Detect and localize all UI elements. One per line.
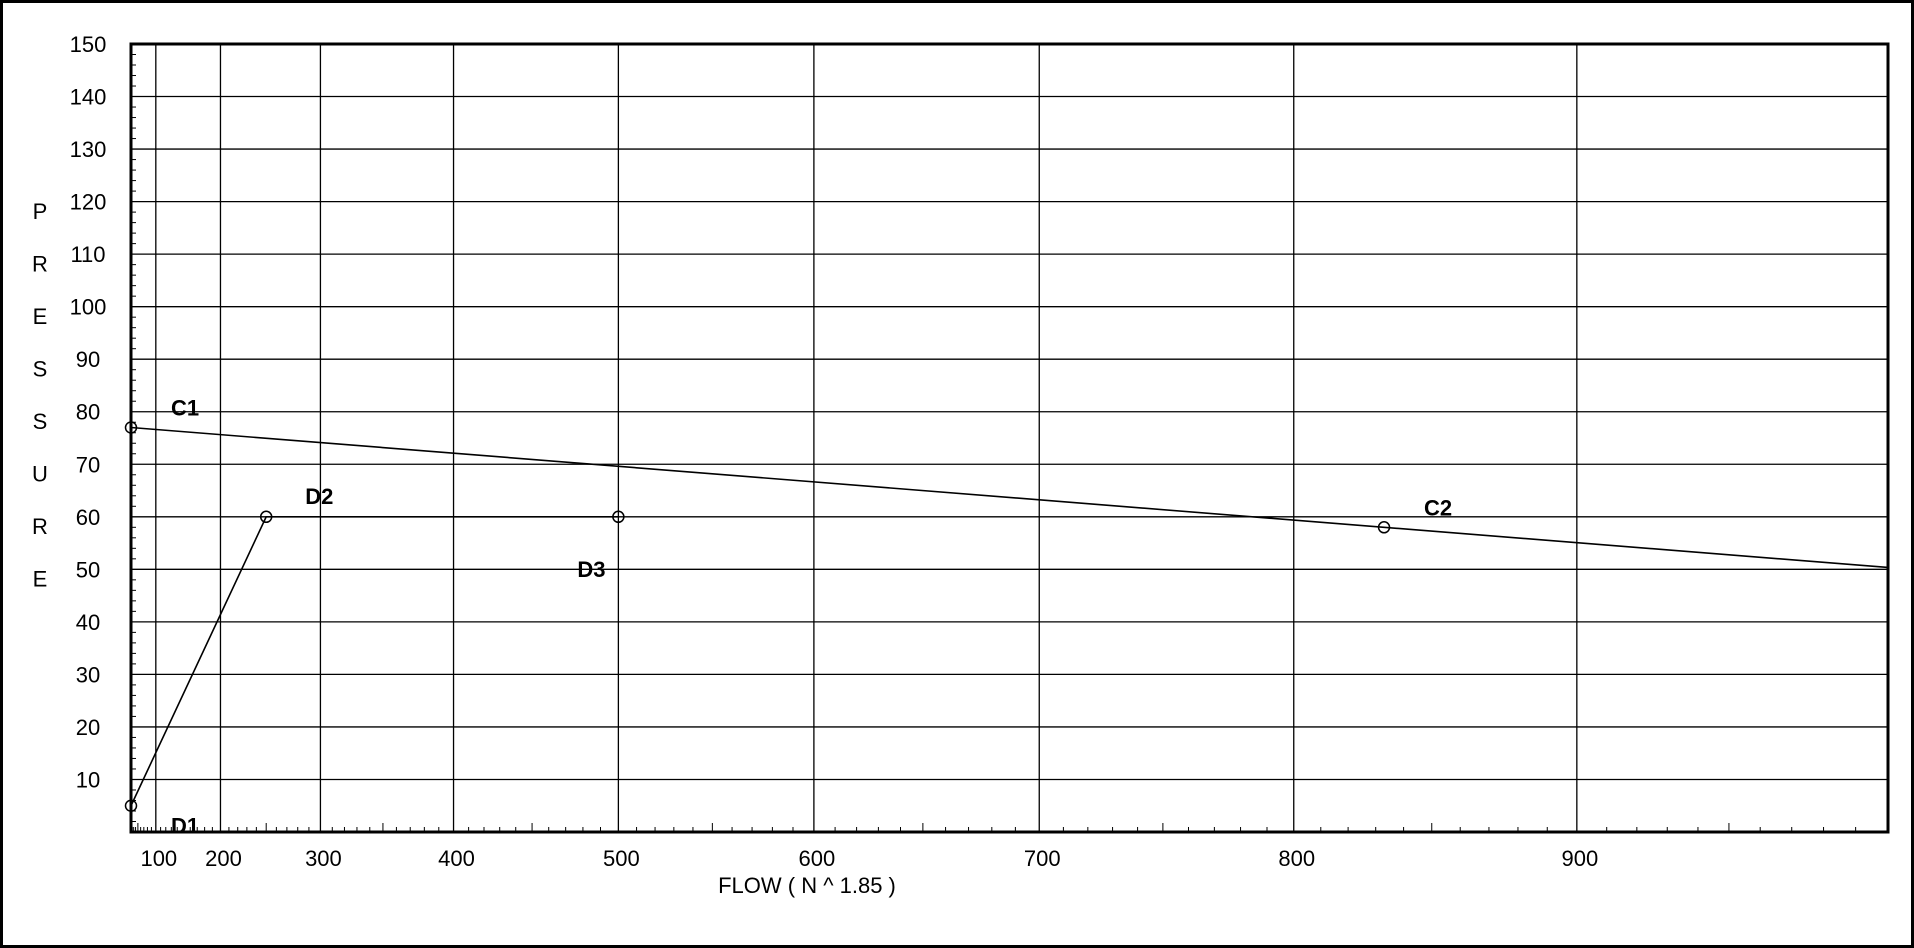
- plot-area: [129, 42, 1890, 834]
- y-tick-label-150: 150: [70, 32, 107, 57]
- point-label-c2: C2: [1424, 495, 1452, 520]
- y-tick-label-60: 60: [76, 505, 100, 530]
- x-tick-label-300: 300: [305, 846, 342, 871]
- y-tick-label-140: 140: [70, 85, 107, 110]
- data-point-d1: [124, 799, 138, 812]
- point-label-d1: D1: [171, 814, 199, 839]
- series: [130, 426, 1889, 807]
- y-tick-labels: 10 20 30 40 50 60 70 80 90 100 110 120 130 140 150: [70, 32, 107, 792]
- y-tick-label-100: 100: [70, 295, 107, 320]
- y-axis-title-letter: E: [33, 567, 48, 592]
- point-label-d2: D2: [305, 484, 333, 509]
- y-axis-title-letter: R: [32, 252, 48, 277]
- y-tick-label-10: 10: [76, 767, 100, 792]
- series-line-2: [130, 515, 619, 807]
- y-axis-title-letter: S: [33, 357, 48, 382]
- y-axis-title: P R E S S U R E: [32, 199, 48, 592]
- x-tick-label-800: 800: [1278, 846, 1315, 871]
- y-tick-label-80: 80: [76, 400, 100, 425]
- y-tick-label-30: 30: [76, 662, 100, 687]
- y-axis-title-letter: U: [32, 462, 48, 487]
- point-labels: C1 C2 D1 D2 D3: [171, 395, 1452, 838]
- y-tick-label-40: 40: [76, 610, 100, 635]
- y-tick-label-20: 20: [76, 715, 100, 740]
- x-tick-label-700: 700: [1024, 846, 1061, 871]
- x-tick-label-900: 900: [1561, 846, 1598, 871]
- data-point-c1: [124, 421, 138, 434]
- y-tick-label-130: 130: [70, 137, 107, 162]
- data-point-c2: [1377, 521, 1391, 534]
- x-tick-label-600: 600: [799, 846, 836, 871]
- y-tick-label-90: 90: [76, 347, 100, 372]
- y-tick-label-50: 50: [76, 557, 100, 582]
- point-label-d3: D3: [577, 557, 605, 582]
- series-line-1: [130, 426, 1889, 569]
- x-tick-label-100: 100: [140, 846, 177, 871]
- data-point-d2: [259, 510, 273, 524]
- x-axis-title: FLOW ( N ^ 1.85 ): [718, 873, 896, 898]
- x-tick-label-400: 400: [438, 846, 475, 871]
- y-axis-title-letter: E: [33, 304, 48, 329]
- data-point-d3: [612, 510, 625, 524]
- x-tick-label-500: 500: [603, 846, 640, 871]
- data-points: [124, 421, 1391, 812]
- y-tick-label-120: 120: [70, 190, 107, 215]
- y-axis-title-letter: R: [32, 514, 48, 539]
- x-tick-labels: 100 200 300 400 500 600 700 800 900: [140, 846, 1598, 871]
- y-tick-label-70: 70: [76, 452, 100, 477]
- y-axis-title-letter: P: [33, 199, 48, 224]
- y-axis-title-letter: S: [33, 409, 48, 434]
- point-label-c1: C1: [171, 395, 199, 420]
- y-tick-label-110: 110: [70, 242, 105, 267]
- x-tick-label-200: 200: [205, 846, 242, 871]
